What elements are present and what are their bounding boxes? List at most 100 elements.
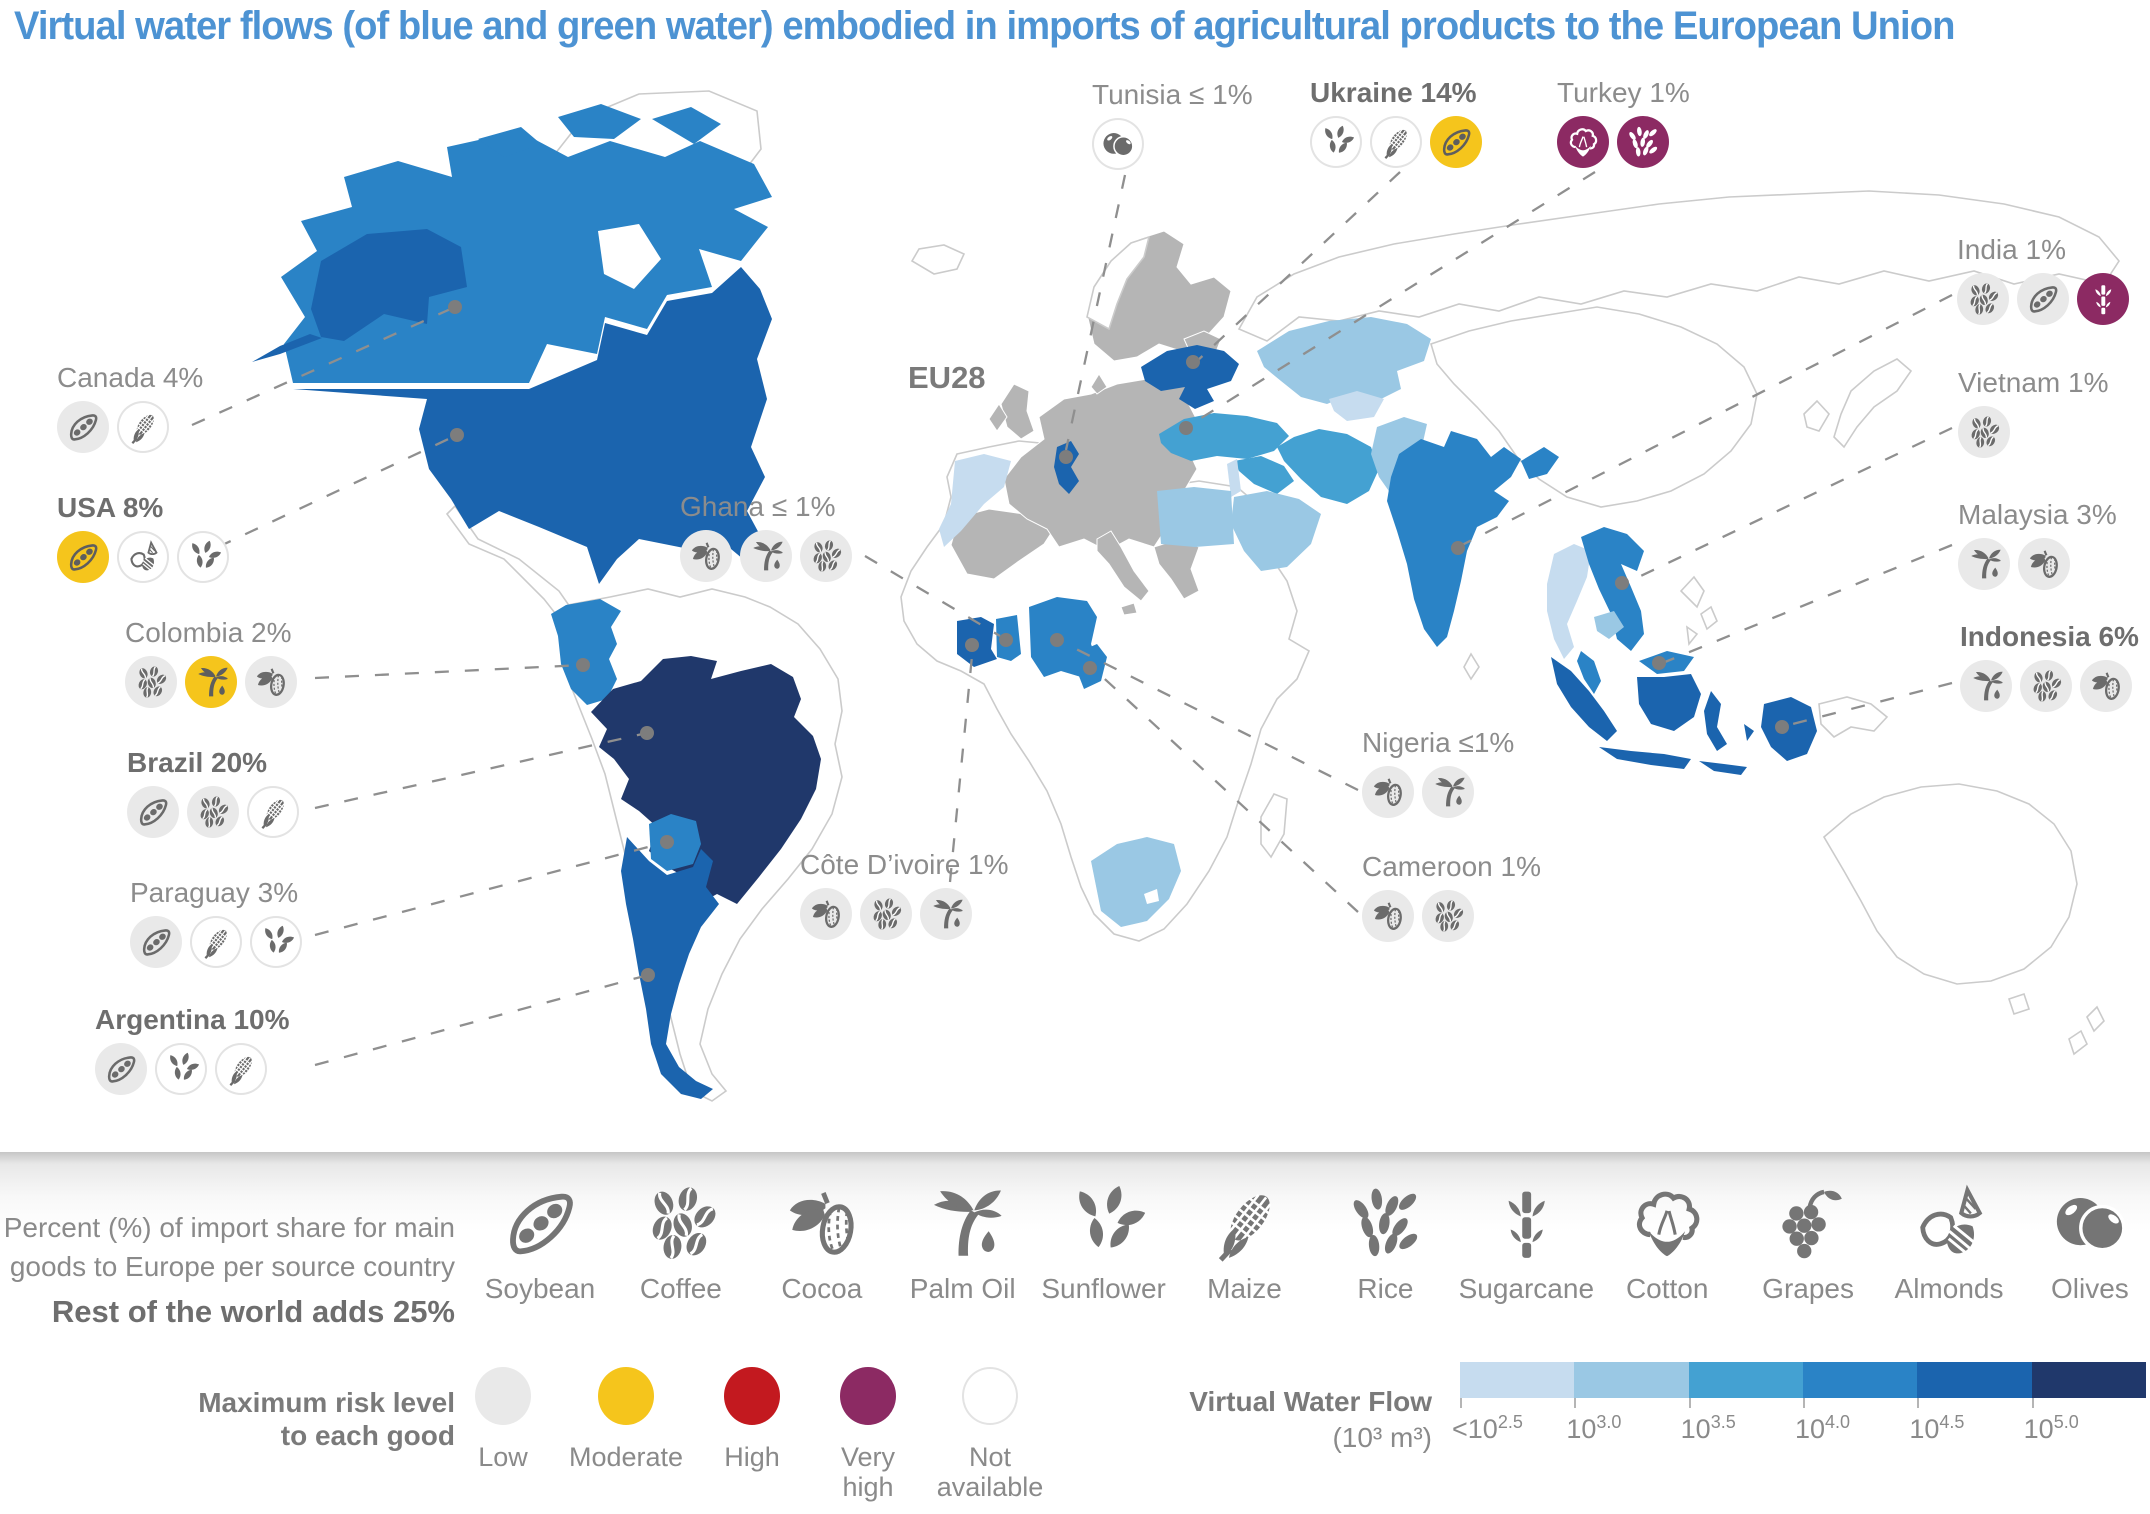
cocoa-icon [1370,898,1406,934]
country-callout-malaysia: Malaysia 3% [1958,499,2117,590]
almonds-icon [125,539,161,575]
world-map [191,90,2120,1102]
coffee-good-low [1957,273,2009,325]
risk-level-label: High [724,1442,780,1472]
sunflower-good-not-available [177,531,229,583]
country-label: Paraguay 3% [130,877,299,908]
map-iran [1277,429,1379,504]
scale-tick-label: 105.0 [2023,1412,2079,1444]
coffee-icon [195,794,231,830]
country-label: Colombia 2% [125,617,292,648]
maize-good-not-available [215,1043,267,1095]
sunflower-good-not-available [250,916,302,968]
map-papua-new-guinea [1818,696,1889,739]
rice-icon [1625,124,1661,160]
commodity-legend-grapes: Grapes [1733,1182,1883,1305]
cotton-icon [1626,1182,1708,1264]
maize-icon [255,794,291,830]
coffee-good-low [800,530,852,582]
map-thailand [1547,544,1591,659]
country-goods [1960,660,2139,712]
commodity-legend-soybean: Soybean [465,1182,615,1305]
commodity-label: Soybean [484,1273,596,1304]
country-label: USA 8% [57,492,164,523]
cotton-icon [1565,124,1601,160]
maize-icon [198,924,234,960]
map-india [1387,431,1559,647]
country-callout-vietnam: Vietnam 1% [1958,367,2108,458]
map-sri-lanka [1463,652,1480,681]
map-ukraine [1141,345,1239,409]
country-callout-cote-divoire: Côte D’ivoire 1% [800,849,1009,940]
cocoa-icon [2088,668,2124,704]
palm-oil-good-low [920,888,972,940]
map-paraguay [649,814,701,871]
coffee-good-low [187,786,239,838]
country-label: Ukraine 14% [1310,77,1477,108]
palm-oil-good-low [740,530,792,582]
map-lesotho [1144,889,1159,904]
scale-tick [1803,1398,1805,1408]
country-goods [1557,116,1690,168]
scale-tick-label: <102.5 [1452,1412,1523,1444]
risk-level-label: Not available [936,1442,1044,1502]
cocoa-icon [253,664,289,700]
country-label: Vietnam 1% [1958,367,2109,398]
country-goods [57,531,229,583]
water-flow-legend-title: Virtual Water Flow (10³ m³) [1140,1386,1432,1454]
country-label: Tunisia ≤ 1% [1092,79,1253,110]
rice-icon [1344,1182,1426,1264]
commodity-legend-almonds: Almonds [1874,1182,2024,1305]
coffee-good-low [2020,660,2072,712]
commodity-legend-cocoa: Cocoa [747,1182,897,1305]
maize-good-not-available [190,916,242,968]
country-goods [127,786,299,838]
commodity-label: Palm Oil [909,1273,1016,1304]
scale-tick-label: 104.5 [1909,1412,1965,1444]
commodity-legend-sunflower: Sunflower [1029,1182,1179,1305]
maize-good-not-available [247,786,299,838]
water-flow-scale-ticks: <102.5 103.0 103.5 104.0 104.5 105.0 [1452,1398,2146,1450]
map-china [1430,306,1758,508]
risk-color-swatch [724,1367,780,1425]
scale-tick [1917,1398,1920,1408]
map-norway [1086,235,1151,331]
map-cambodia [1594,611,1624,639]
coffee-icon [868,896,904,932]
map-levant [1227,459,1241,497]
scale-tick [1688,1398,1691,1408]
country-label: Nigeria ≤1% [1362,727,1515,758]
cocoa-good-low [245,656,297,708]
country-callout-ghana: Ghana ≤ 1% [680,491,852,582]
country-callout-india: India 1% [1957,234,2129,325]
soybean-icon [2025,281,2061,317]
almonds-icon [1908,1182,1990,1264]
page-title: Virtual water flows (of blue and green w… [14,4,1955,48]
commodity-legend-olives: Olives [2015,1182,2150,1305]
maize-icon [125,409,161,445]
cocoa-icon [808,896,844,932]
commodity-label: Olives [2050,1273,2129,1304]
scale-tick [1574,1398,1577,1408]
palm-oil-icon [1966,546,2002,582]
maize-icon [1378,124,1414,160]
sugarcane-icon [2085,281,2121,317]
country-label: Argentina 10% [95,1004,290,1035]
risk-level-low: Low [438,1367,568,1473]
risk-level-not-available: Not available [930,1367,1050,1502]
soybean-good-low [130,916,182,968]
coffee-good-low [125,656,177,708]
country-label: India 1% [1957,234,2066,265]
map-brazil [591,656,821,904]
country-goods [130,916,302,968]
country-callout-turkey: Turkey 1% [1557,77,1690,168]
commodity-legend-rice: Rice [1310,1182,1460,1305]
palm-oil-icon [922,1182,1004,1264]
country-callout-ukraine: Ukraine 14% [1310,77,1482,168]
eu28-label: EU28 [908,360,986,395]
map-madagascar [1260,793,1288,859]
coffee-icon [133,664,169,700]
commodity-label: Cocoa [781,1273,863,1304]
cotton-good-very-high [1557,116,1609,168]
soybean-good-low [2017,273,2069,325]
